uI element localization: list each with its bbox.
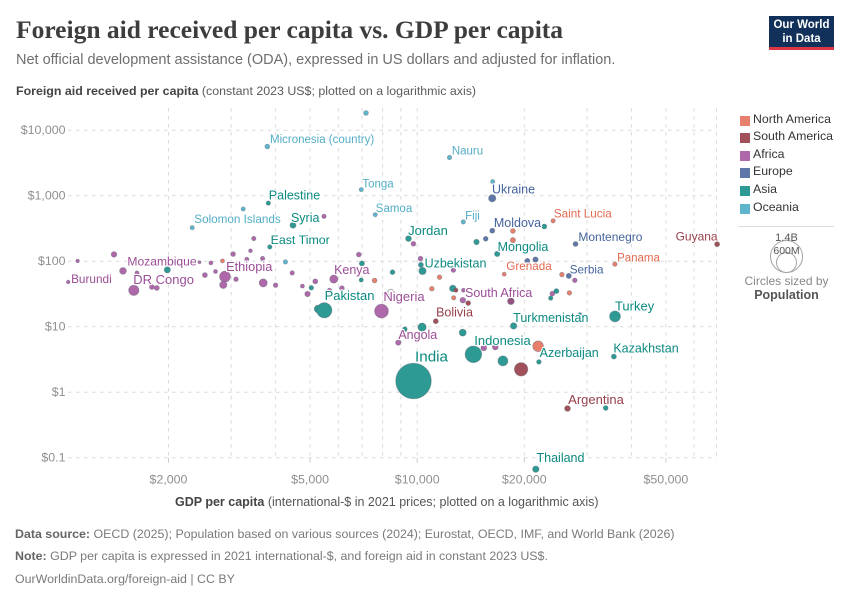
svg-text:Ukraine: Ukraine — [492, 183, 535, 197]
svg-text:India: India — [415, 349, 448, 366]
svg-text:Uzbekistan: Uzbekistan — [425, 256, 487, 270]
svg-text:$10,000: $10,000 — [395, 473, 440, 487]
svg-text:East Timor: East Timor — [271, 233, 330, 247]
svg-text:$0.1: $0.1 — [41, 450, 65, 464]
svg-text:Thailand: Thailand — [537, 451, 585, 465]
svg-text:Guyana: Guyana — [676, 230, 718, 244]
svg-text:Argentina: Argentina — [568, 392, 624, 407]
svg-text:$50,000: $50,000 — [644, 473, 689, 487]
svg-text:$20,000: $20,000 — [502, 473, 547, 487]
svg-text:Kenya: Kenya — [334, 263, 369, 277]
svg-text:Angola: Angola — [398, 328, 437, 342]
svg-text:$10: $10 — [45, 319, 66, 333]
svg-text:$2,000: $2,000 — [150, 473, 188, 487]
svg-text:Micronesia (country): Micronesia (country) — [270, 134, 374, 146]
svg-text:$10,000: $10,000 — [21, 123, 66, 137]
svg-text:Bolivia: Bolivia — [436, 306, 473, 320]
svg-text:Indonesia: Indonesia — [474, 333, 531, 348]
svg-text:DR Congo: DR Congo — [133, 272, 194, 287]
svg-text:$100: $100 — [38, 254, 66, 268]
svg-text:Kazakhstan: Kazakhstan — [613, 342, 678, 356]
svg-text:$5,000: $5,000 — [291, 473, 329, 487]
svg-text:Mongolia: Mongolia — [498, 240, 549, 254]
svg-text:$1: $1 — [52, 385, 66, 399]
svg-text:Samoa: Samoa — [376, 203, 413, 215]
svg-text:Moldova: Moldova — [494, 216, 541, 230]
svg-text:Montenegro: Montenegro — [578, 230, 642, 244]
svg-text:Nauru: Nauru — [452, 145, 483, 157]
svg-text:Tonga: Tonga — [362, 179, 394, 191]
svg-text:Ethiopia: Ethiopia — [226, 259, 273, 274]
svg-text:Nigeria: Nigeria — [383, 289, 425, 304]
svg-text:Pakistan: Pakistan — [325, 288, 375, 303]
svg-text:Jordan: Jordan — [408, 223, 448, 238]
svg-text:South Africa: South Africa — [465, 286, 532, 300]
svg-text:$1,000: $1,000 — [28, 188, 66, 202]
svg-text:Burundi: Burundi — [71, 272, 112, 286]
svg-text:Fiji: Fiji — [465, 210, 480, 222]
svg-text:Turkmenistan: Turkmenistan — [513, 311, 588, 325]
svg-text:Mozambique: Mozambique — [127, 254, 197, 268]
svg-text:Serbia: Serbia — [570, 264, 604, 277]
svg-text:Palestine: Palestine — [269, 189, 320, 203]
svg-text:Panama: Panama — [617, 252, 660, 264]
svg-text:Grenada: Grenada — [506, 260, 552, 273]
svg-text:Solomon Islands: Solomon Islands — [194, 213, 281, 226]
svg-text:Turkey: Turkey — [615, 299, 655, 314]
svg-text:Azerbaijan: Azerbaijan — [540, 346, 599, 360]
svg-text:Syria: Syria — [291, 211, 320, 225]
svg-text:Saint Lucia: Saint Lucia — [554, 207, 612, 220]
